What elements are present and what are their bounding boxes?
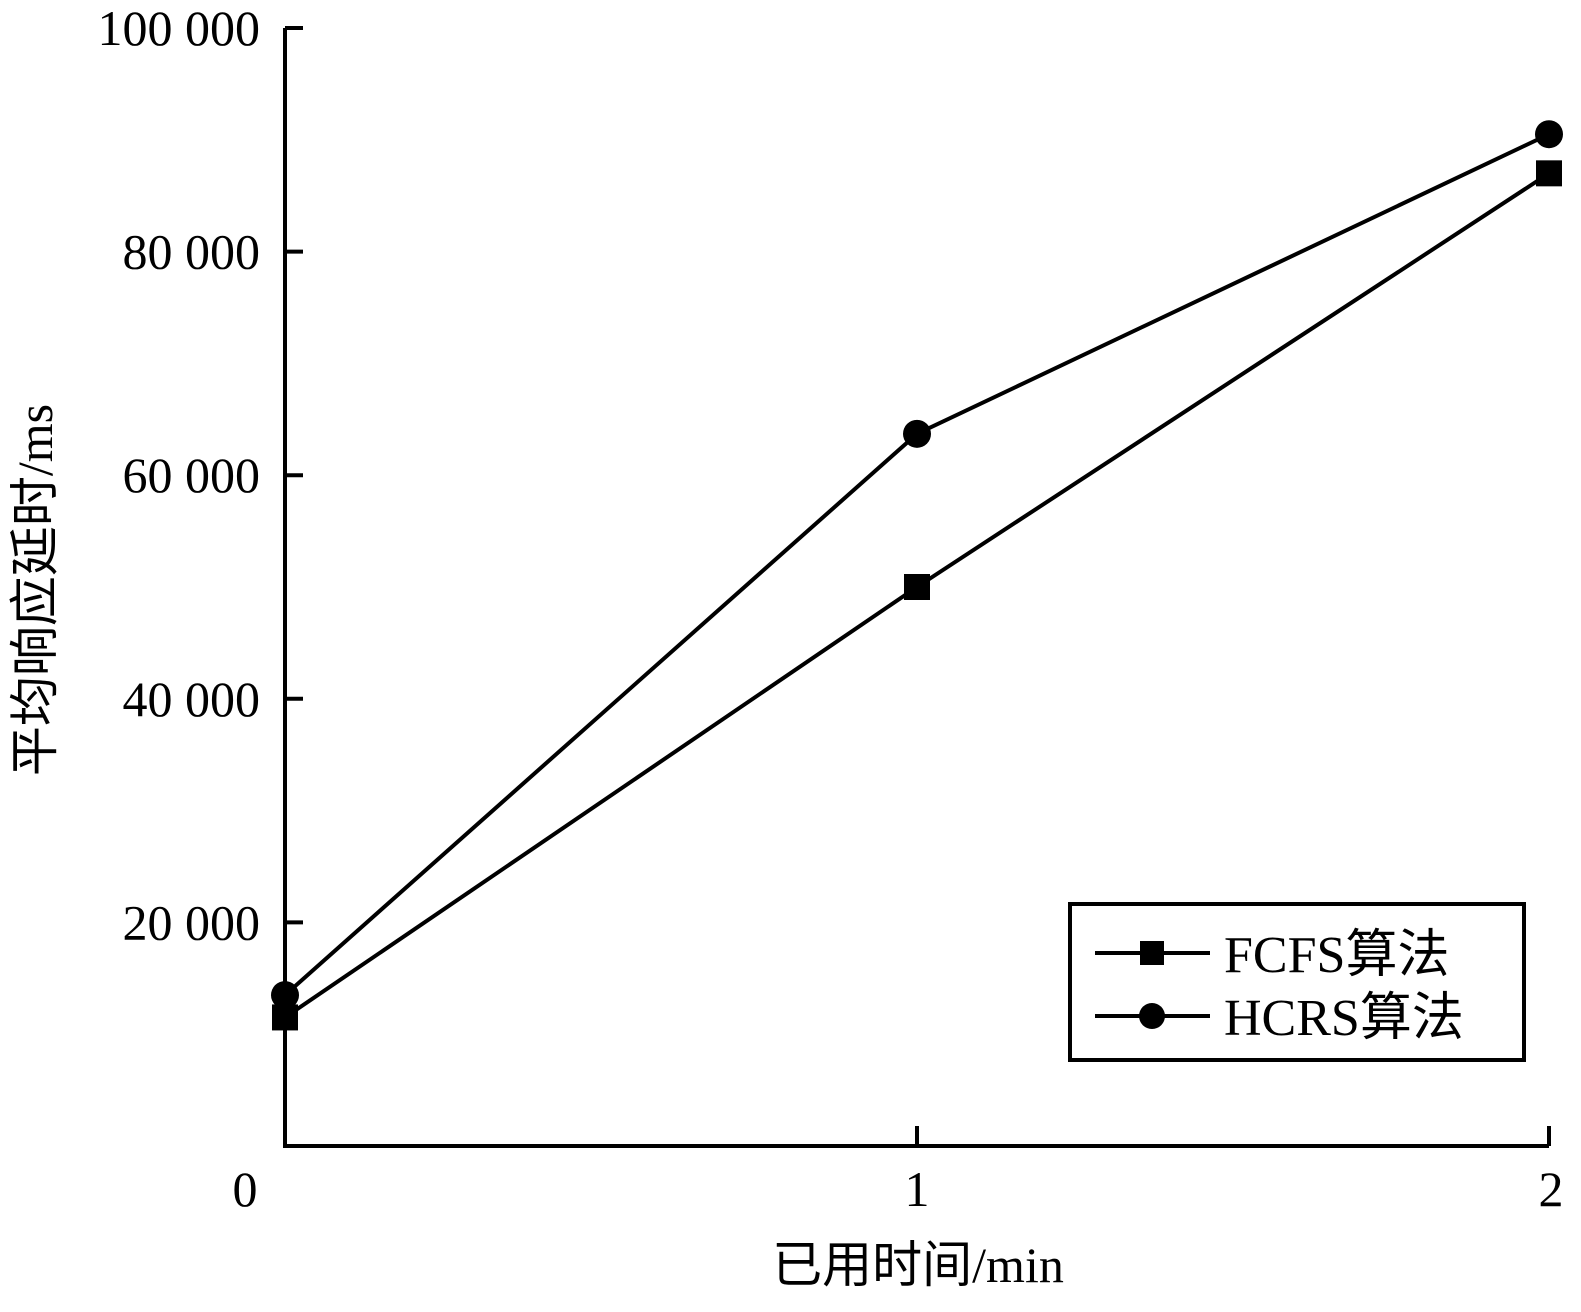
circle-marker — [1535, 120, 1563, 149]
y-axis-ticks: 20 000 40 000 60 000 80 000 100 000 — [98, 0, 303, 950]
legend-label-fcfs: FCFS算法 — [1224, 927, 1449, 984]
y-tick-label: 60 000 — [123, 447, 261, 503]
y-tick-label: 20 000 — [123, 894, 261, 950]
square-marker — [904, 574, 930, 600]
series-layer — [271, 120, 1563, 1031]
x-tick-label: 0 — [233, 1161, 258, 1217]
legend-marker-fcfs — [1140, 941, 1164, 965]
y-tick-label: 40 000 — [123, 671, 261, 727]
x-axis-label: 已用时间/min — [772, 1237, 1064, 1293]
x-tick-label: 1 — [905, 1161, 930, 1217]
series-fcfs — [272, 160, 1562, 1031]
legend-marker-hcrs — [1139, 1003, 1165, 1029]
y-tick-label: 100 000 — [98, 0, 261, 56]
circle-marker — [903, 419, 931, 448]
y-tick-label: 80 000 — [123, 224, 261, 280]
circle-marker — [271, 981, 299, 1010]
x-tick-label: 2 — [1539, 1161, 1564, 1217]
y-axis-label: 平均响应延时/ms — [7, 404, 63, 776]
x-axis-ticks: 0 1 2 — [233, 1126, 1564, 1217]
square-marker — [1536, 160, 1562, 187]
legend-box — [1068, 902, 1526, 1062]
series-line — [283, 132, 1550, 997]
series-hcrs — [271, 120, 1563, 1010]
legend: FCFS算法 HCRS算法 — [1068, 902, 1526, 1062]
legend-label-hcrs: HCRS算法 — [1224, 990, 1464, 1047]
